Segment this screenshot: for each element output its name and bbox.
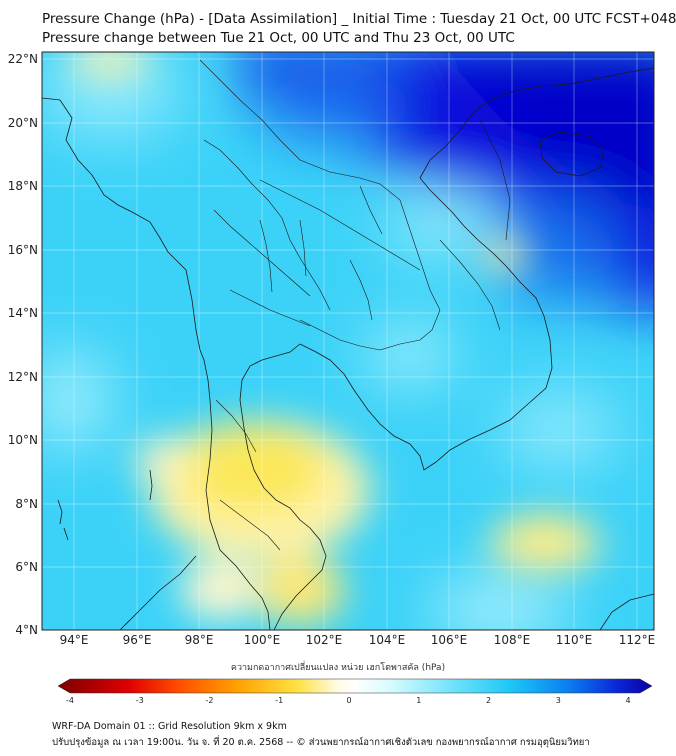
lat-label-22: 22°N xyxy=(8,52,38,66)
colorbar-tick-label: 0 xyxy=(346,696,351,705)
lon-label-108: 108°E xyxy=(494,633,531,647)
lon-label-96: 96°E xyxy=(123,633,152,647)
lat-label-14: 14°N xyxy=(8,306,38,320)
lon-label-94: 94°E xyxy=(60,633,89,647)
lat-label-4: 4°N xyxy=(15,623,38,637)
lon-axis: 94°E 96°E 98°E 100°E 102°E 104°E 106°E 1… xyxy=(60,633,656,647)
lat-label-12: 12°N xyxy=(8,370,38,384)
map-subtitle: Pressure change between Tue 21 Oct, 00 U… xyxy=(42,30,515,46)
lat-label-20: 20°N xyxy=(8,116,38,130)
colorbar-ramp xyxy=(57,678,653,694)
colorbar-tick-label: 2 xyxy=(486,696,491,705)
coastlines xyxy=(42,67,654,630)
lat-axis: 22°N 20°N 18°N 16°N 14°N 12°N 10°N 8°N 6… xyxy=(8,52,38,637)
colorbar-tick-label: -1 xyxy=(275,696,283,705)
lon-label-106: 106°E xyxy=(431,633,468,647)
lat-label-6: 6°N xyxy=(15,560,38,574)
lon-label-98: 98°E xyxy=(185,633,214,647)
colorbar-tick-label: 3 xyxy=(556,696,561,705)
map-title: Pressure Change (hPa) - [Data Assimilati… xyxy=(42,11,676,27)
pressure-field xyxy=(42,52,654,630)
lon-label-104: 104°E xyxy=(369,633,406,647)
colorbar-tick-label: 4 xyxy=(625,696,630,705)
lat-label-16: 16°N xyxy=(8,243,38,257)
colorbar-tick-label: 1 xyxy=(416,696,421,705)
colorbar-tick-label: -3 xyxy=(136,696,144,705)
lat-label-8: 8°N xyxy=(15,497,38,511)
lon-label-100: 100°E xyxy=(244,633,281,647)
colorbar: -4 -3 -2 -1 0 1 2 3 4 xyxy=(57,678,653,705)
lat-label-10: 10°N xyxy=(8,433,38,447)
colorbar-tick-label: -4 xyxy=(66,696,74,705)
lon-label-102: 102°E xyxy=(306,633,343,647)
lon-label-110: 110°E xyxy=(556,633,593,647)
province-borders xyxy=(199,59,511,551)
footer-model-info: WRF-DA Domain 01 :: Grid Resolution 9km … xyxy=(52,721,287,732)
lon-label-112: 112°E xyxy=(619,633,656,647)
colorbar-tick-label: -2 xyxy=(206,696,214,705)
lat-label-18: 18°N xyxy=(8,179,38,193)
colorbar-ticks: -4 -3 -2 -1 0 1 2 3 4 xyxy=(66,696,631,705)
colorbar-title: ความกดอากาศเปลี่ยนแปลง หน่วย เฮกโตพาสคัล… xyxy=(230,663,446,673)
footer-credit: ปรับปรุงข้อมูล ณ เวลา 19:00น. วัน จ. ที่… xyxy=(52,737,590,748)
